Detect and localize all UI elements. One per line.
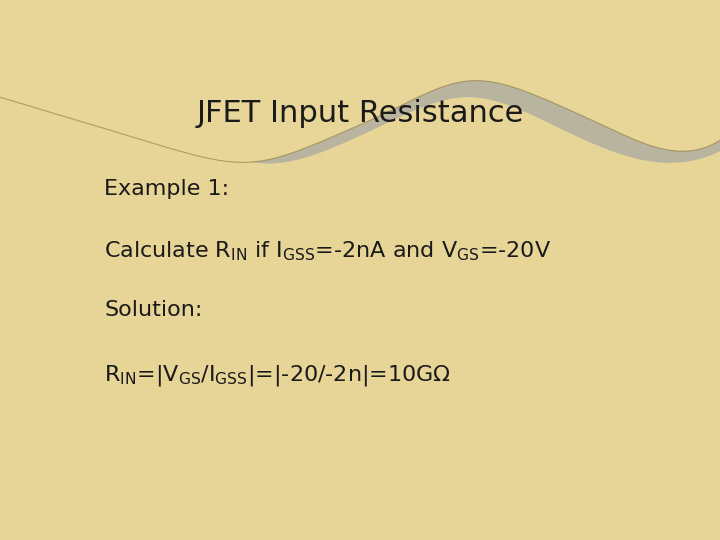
Text: Solution:: Solution: bbox=[104, 300, 203, 321]
Polygon shape bbox=[0, 0, 720, 164]
Polygon shape bbox=[0, 0, 720, 152]
Text: Calculate R$_{\mathregular{IN}}$ if I$_{\mathregular{GSS}}$=-2nA and V$_{\mathre: Calculate R$_{\mathregular{IN}}$ if I$_{… bbox=[104, 239, 552, 263]
Text: R$_{\mathregular{IN}}$=|V$_{\mathregular{GS}}$/I$_{\mathregular{GSS}}$|=|-20/-2n: R$_{\mathregular{IN}}$=|V$_{\mathregular… bbox=[104, 363, 451, 388]
Text: JFET Input Resistance: JFET Input Resistance bbox=[197, 99, 523, 128]
Text: Example 1:: Example 1: bbox=[104, 179, 230, 199]
Polygon shape bbox=[0, 0, 720, 163]
